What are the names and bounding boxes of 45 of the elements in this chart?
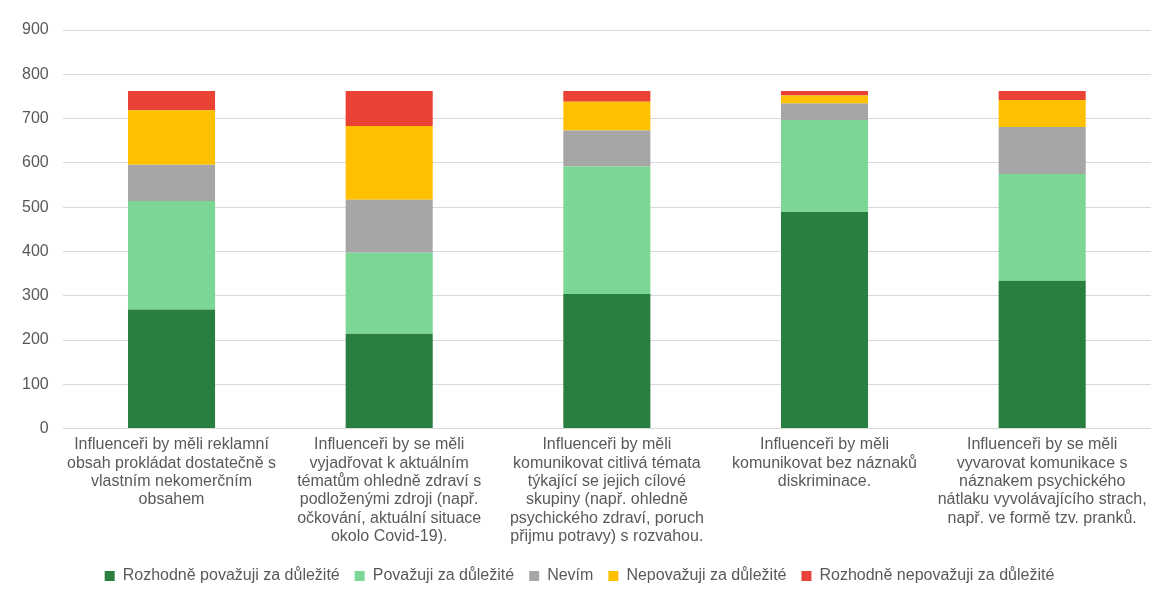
- x-tick-label: Influenceři by měli reklamní obsah prokládat dostatečně s vlastním nekomerčním obsahem: [67, 435, 277, 508]
- bar: [127, 200, 216, 310]
- x-tick-label: Influenceři by měli komunikovat citlivá témata týkající se jejich cílové skupiny (např. ohledně psychického zdraví, poruch přijmu potravy) s rozvahou.: [509, 435, 704, 545]
- bar: [563, 91, 651, 102]
- legend-label: Nepovažuji za důležité: [626, 566, 787, 584]
- legend-label: Považuji za důležité: [372, 566, 515, 584]
- y-tick-label: 500: [21, 197, 49, 215]
- y-tick-label: 300: [21, 286, 49, 304]
- bar: [345, 199, 433, 253]
- bar: [998, 126, 1086, 174]
- bar: [998, 173, 1086, 281]
- bar: [127, 309, 216, 429]
- y-tick-label: 900: [21, 20, 49, 38]
- bar: [563, 130, 651, 167]
- x-tick-label: Influenceři by se měli vyvarovat komunikace s náznakem psychického nátlaku vyvolávajícího strach, např. ve formě tzv. pranků.: [937, 435, 1147, 526]
- bar: [345, 333, 433, 429]
- x-tick-label: Influenceři by se měli vyjadřovat k aktuálním tématům ohledně zdraví s podloženými zdroji (např. očkování, aktuální situace okolo Covid-19).: [297, 435, 482, 545]
- bar: [345, 126, 433, 200]
- bar: [998, 280, 1086, 429]
- bar: [998, 91, 1086, 100]
- bar: [780, 95, 869, 104]
- bar: [127, 164, 216, 201]
- y-tick-label: 400: [21, 241, 49, 259]
- bar: [345, 252, 433, 334]
- bar: [127, 110, 216, 165]
- bar: [563, 293, 651, 429]
- y-tick-label: 800: [21, 64, 49, 82]
- y-tick-label: 100: [21, 374, 49, 392]
- y-tick-label: 600: [21, 153, 49, 171]
- bar: [563, 101, 651, 131]
- y-tick-label: 200: [21, 330, 49, 348]
- x-tick-label: Influenceři by měli komunikovat bez náznaků diskriminace.: [732, 435, 918, 490]
- legend-label: Rozhodně nepovažuji za důležité: [819, 566, 1055, 584]
- y-tick-label: 700: [21, 108, 49, 126]
- bar: [780, 119, 869, 213]
- bar: [780, 103, 869, 120]
- bar: [998, 99, 1086, 127]
- legend-label: Rozhodně považuji za důležité: [122, 566, 340, 584]
- bar: [780, 91, 869, 96]
- y-tick-label: 0: [39, 419, 49, 437]
- bar: [780, 212, 869, 429]
- bar: [127, 91, 216, 111]
- bar: [345, 91, 433, 127]
- bar: [563, 166, 651, 294]
- legend-label: Nevím: [547, 566, 594, 584]
